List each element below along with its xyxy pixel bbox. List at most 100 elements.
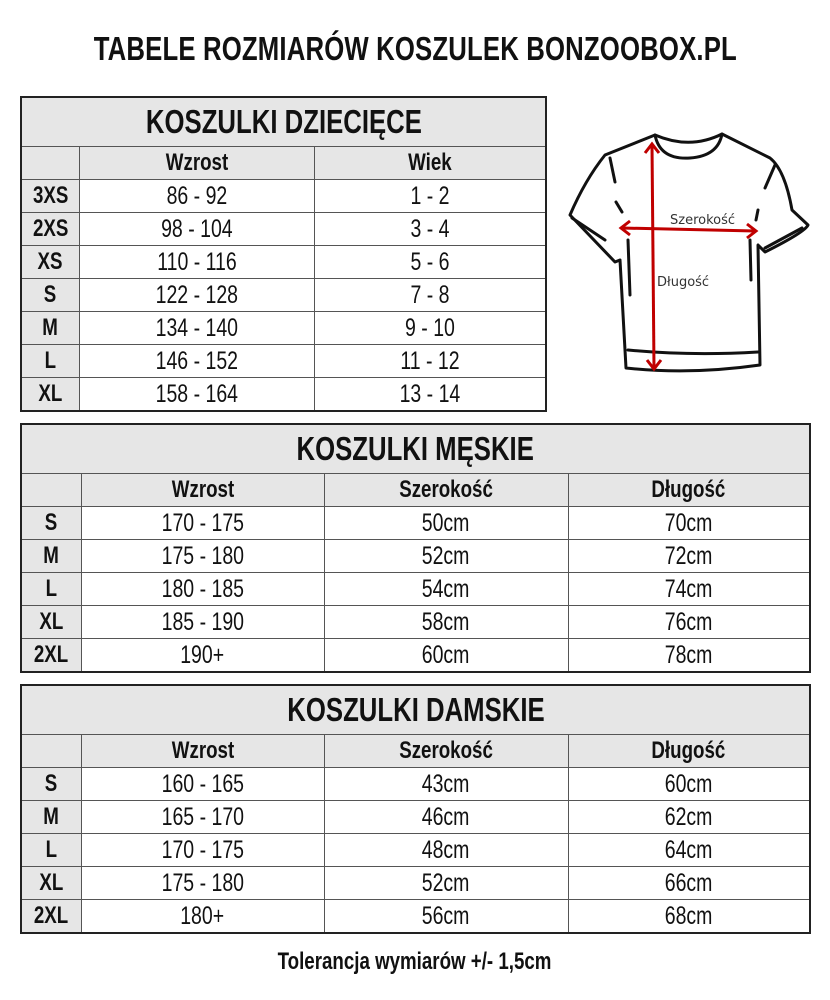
tolerance-note: Tolerancja wymiarów +/- 1,5cm <box>0 948 830 976</box>
size-label-cell: 3XS <box>20 179 80 213</box>
header-size-cell <box>20 473 82 507</box>
size-label-cell: XL <box>20 605 82 639</box>
value-cell: 11 - 12 <box>313 344 547 378</box>
header-cell: Szerokość <box>323 734 569 768</box>
value-cell: 190+ <box>80 638 325 673</box>
size-label-cell: L <box>20 344 80 378</box>
measurement-arrows <box>618 141 759 372</box>
value-cell: 86 - 92 <box>78 179 315 213</box>
value-cell: 98 - 104 <box>78 212 315 246</box>
header-cell: Wzrost <box>80 473 325 507</box>
value-cell: 68cm <box>567 899 811 934</box>
table-row: XL 158 - 164 13 - 14 <box>20 377 547 412</box>
page-title-text: TABELE ROZMIARÓW KOSZULEK BONZOOBOX.PL <box>93 30 737 67</box>
value-cell: 146 - 152 <box>78 344 315 378</box>
header-size-cell <box>20 146 80 180</box>
value-cell: 54cm <box>323 572 569 606</box>
size-label-cell: 2XL <box>20 899 82 934</box>
table-header: Wzrost Szerokość Długość <box>20 734 811 768</box>
table-row: S 122 - 128 7 - 8 <box>20 278 547 312</box>
kids-size-table: KOSZULKI DZIECIĘCE Wzrost Wiek 3XS 86 - 92… <box>20 96 547 412</box>
header-cell: Wiek <box>313 146 547 180</box>
value-cell: 134 - 140 <box>78 311 315 345</box>
table-header: Wzrost Szerokość Długość <box>20 473 811 507</box>
size-label-cell: M <box>20 311 80 345</box>
table-row: XL 175 - 180 52cm 66cm <box>20 866 811 900</box>
value-cell: 58cm <box>323 605 569 639</box>
header-size-cell <box>20 734 82 768</box>
header-cell: Długość <box>567 734 811 768</box>
value-cell: 78cm <box>567 638 811 673</box>
length-label: Długość <box>657 275 709 290</box>
width-arrow-head-right <box>746 222 759 240</box>
table-header: Wzrost Wiek <box>20 146 547 180</box>
value-cell: 185 - 190 <box>80 605 325 639</box>
page-title: TABELE ROZMIARÓW KOSZULEK BONZOOBOX.PL <box>0 30 830 68</box>
value-cell: 48cm <box>323 833 569 867</box>
value-cell: 1 - 2 <box>313 179 547 213</box>
length-arrow-head-bottom <box>645 359 663 372</box>
table-row: XL 185 - 190 58cm 76cm <box>20 605 811 639</box>
size-label-cell: S <box>20 767 82 801</box>
table-row: 2XS 98 - 104 3 - 4 <box>20 212 547 246</box>
value-cell: 5 - 6 <box>313 245 547 279</box>
value-cell: 60cm <box>323 638 569 673</box>
size-label-cell: S <box>20 506 82 540</box>
length-arrow-line <box>650 144 656 369</box>
value-cell: 70cm <box>567 506 811 540</box>
tshirt-outline-icon <box>568 132 810 373</box>
value-cell: 52cm <box>323 866 569 900</box>
value-cell: 175 - 180 <box>80 539 325 573</box>
size-label-cell: 2XS <box>20 212 80 246</box>
table-row: S 170 - 175 50cm 70cm <box>20 506 811 540</box>
size-label-cell: M <box>20 800 82 834</box>
table-row: L 180 - 185 54cm 74cm <box>20 572 811 606</box>
value-cell: 180+ <box>80 899 325 934</box>
table-row: 3XS 86 - 92 1 - 2 <box>20 179 547 213</box>
value-cell: 46cm <box>323 800 569 834</box>
width-arrow-head-left <box>618 219 631 237</box>
men-size-table: KOSZULKI MĘSKIE Wzrost Szerokość Długość S… <box>20 423 811 673</box>
value-cell: 165 - 170 <box>80 800 325 834</box>
table-row: M 165 - 170 46cm 62cm <box>20 800 811 834</box>
table-row: XS 110 - 116 5 - 6 <box>20 245 547 279</box>
header-cell: Wzrost <box>78 146 315 180</box>
value-cell: 180 - 185 <box>80 572 325 606</box>
size-label-cell: L <box>20 833 82 867</box>
value-cell: 56cm <box>323 899 569 934</box>
value-cell: 74cm <box>567 572 811 606</box>
value-cell: 170 - 175 <box>80 833 325 867</box>
length-arrow-head-top <box>643 141 661 154</box>
table-row: S 160 - 165 43cm 60cm <box>20 767 811 801</box>
table-row: M 175 - 180 52cm 72cm <box>20 539 811 573</box>
value-cell: 9 - 10 <box>313 311 547 345</box>
value-cell: 60cm <box>567 767 811 801</box>
table-title: KOSZULKI DAMSKIE <box>20 684 811 735</box>
value-cell: 62cm <box>567 800 811 834</box>
value-cell: 160 - 165 <box>80 767 325 801</box>
table-row: M 134 - 140 9 - 10 <box>20 311 547 345</box>
value-cell: 76cm <box>567 605 811 639</box>
width-arrow-line <box>621 226 756 233</box>
value-cell: 72cm <box>567 539 811 573</box>
size-label-cell: XL <box>20 377 80 412</box>
table-row: L 170 - 175 48cm 64cm <box>20 833 811 867</box>
value-cell: 52cm <box>323 539 569 573</box>
width-label: Szerokość <box>670 213 735 228</box>
value-cell: 175 - 180 <box>80 866 325 900</box>
tshirt-measurement-diagram: Szerokość Długość <box>568 132 810 373</box>
value-cell: 122 - 128 <box>78 278 315 312</box>
value-cell: 43cm <box>323 767 569 801</box>
size-label-cell: L <box>20 572 82 606</box>
value-cell: 7 - 8 <box>313 278 547 312</box>
value-cell: 66cm <box>567 866 811 900</box>
women-size-table: KOSZULKI DAMSKIE Wzrost Szerokość Długość … <box>20 684 811 934</box>
tolerance-note-text: Tolerancja wymiarów +/- 1,5cm <box>278 948 552 975</box>
value-cell: 110 - 116 <box>78 245 315 279</box>
table-row: 2XL 180+ 56cm 68cm <box>20 899 811 934</box>
table-row: L 146 - 152 11 - 12 <box>20 344 547 378</box>
size-label-cell: XS <box>20 245 80 279</box>
size-label-cell: S <box>20 278 80 312</box>
size-label-cell: 2XL <box>20 638 82 673</box>
